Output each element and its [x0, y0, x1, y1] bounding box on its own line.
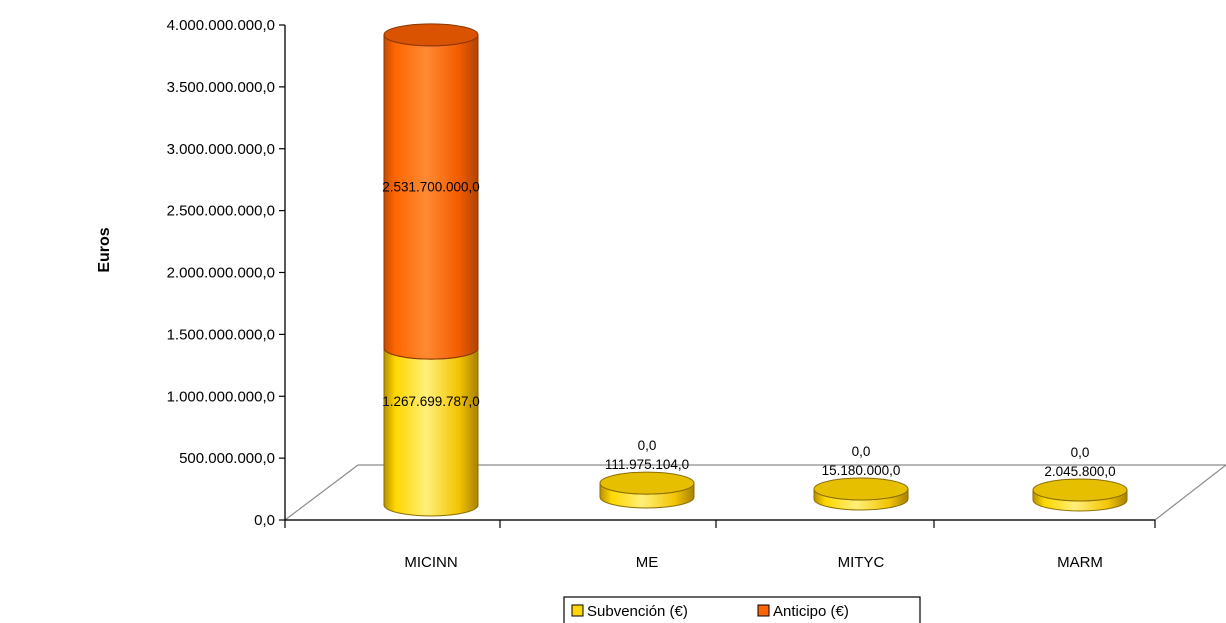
y-tick-label-3: 1.500.000.000,0: [167, 326, 275, 343]
data-label-me-subvencion: 111.975.104,0: [605, 457, 689, 472]
y-tick-label-5: 2.500.000.000,0: [167, 203, 275, 220]
data-label-marm-anticipo: 0,0: [1071, 445, 1090, 460]
y-axis-title: Euros: [96, 227, 113, 272]
data-labels: 1.267.699.787,0 2.531.700.000,0 111.975.10…: [382, 179, 1115, 479]
legend-label-subvencion: Subvención (€): [587, 603, 688, 620]
category-label-mityc: MITYC: [838, 554, 885, 571]
y-tick-label-7: 3.500.000.000,0: [167, 79, 275, 96]
data-label-micinn-subvencion: 1.267.699.787,0: [382, 394, 480, 409]
data-label-mityc-anticipo: 0,0: [852, 444, 871, 459]
y-tick-label-2: 1.000.000.000,0: [167, 388, 275, 405]
bar-mityc-subvencion-cap: [813, 477, 909, 501]
bar-micinn-anticipo-cap: [383, 23, 479, 47]
bar-marm-subvencion-cap: [1032, 478, 1128, 502]
category-label-me: ME: [636, 554, 659, 571]
bar-micinn-subvencion-body: [383, 348, 479, 517]
y-tick-label-8: 4.000.000.000,0: [167, 17, 275, 34]
bar-group-me: [599, 471, 695, 509]
bar-group-marm: [1032, 478, 1128, 512]
bars: [383, 23, 1128, 517]
category-label-marm: MARM: [1057, 554, 1103, 571]
data-label-mityc-subvencion: 15.180.000,0: [822, 463, 901, 478]
y-tick-label-6: 3.000.000.000,0: [167, 141, 275, 158]
plot-floor: [283, 464, 1226, 528]
data-label-marm-subvencion: 2.045.800,0: [1044, 464, 1115, 479]
category-label-micinn: MICINN: [404, 554, 457, 571]
legend: Subvención (€) Anticipo (€): [563, 596, 921, 623]
y-tick-label-0: 0,0: [254, 512, 275, 529]
legend-swatch-subvencion: [571, 604, 584, 617]
legend-label-anticipo: Anticipo (€): [773, 603, 849, 620]
data-label-micinn-anticipo: 2.531.700.000,0: [382, 179, 480, 194]
y-tick-label-1: 500.000.000,0: [179, 450, 275, 467]
bar-group-mityc: [813, 477, 909, 511]
y-tick-label-4: 2.000.000.000,0: [167, 265, 275, 282]
legend-swatch-anticipo: [757, 604, 770, 617]
bar-micinn-anticipo-body: [383, 34, 479, 360]
bar-me-subvencion-cap: [599, 471, 695, 495]
legend-box: [563, 596, 921, 623]
data-label-me-anticipo: 0,0: [638, 438, 657, 453]
bar-group-micinn: [383, 23, 479, 517]
value-axis: 0,0 500.000.000,0 1.000.000.000,0 1.500.000…: [167, 17, 1103, 571]
